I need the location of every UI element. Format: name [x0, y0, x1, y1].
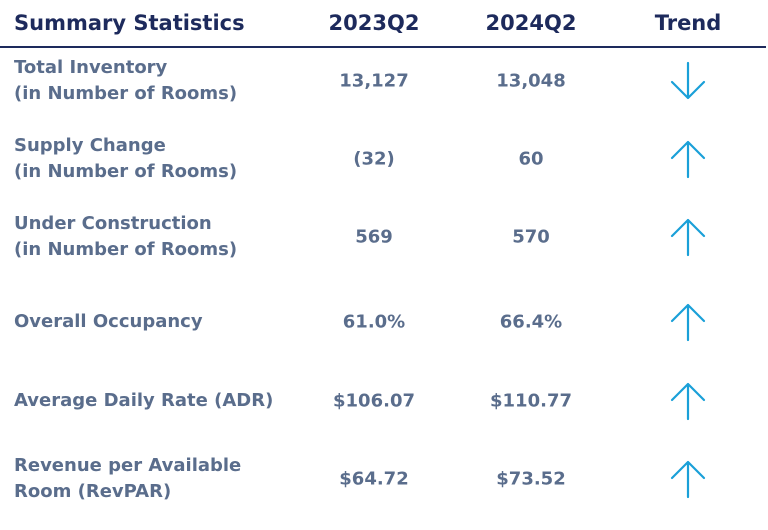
header-summary-statistics: Summary Statistics: [14, 11, 245, 35]
row-label-line2: Room (RevPAR): [14, 481, 172, 502]
value-2024q2: 570: [512, 226, 550, 248]
table-row: Supply Change (in Number of Rooms) (32) 60: [0, 120, 768, 198]
table-row: Under Construction (in Number of Rooms) 56…: [0, 198, 768, 276]
arrow-up-icon: [670, 217, 706, 257]
header-2024q2: 2024Q2: [485, 11, 577, 35]
row-label-line2: (in Number of Rooms): [14, 239, 238, 260]
table-row: Average Daily Rate (ADR) $106.07 $110.77: [0, 362, 768, 440]
row-label: Average Daily Rate (ADR): [14, 388, 314, 414]
table-header: Summary Statistics 2023Q2 2024Q2 Trend: [0, 0, 766, 48]
arrow-up-icon: [670, 459, 706, 499]
value-2023q2: (32): [353, 148, 395, 170]
value-2024q2: 60: [518, 148, 544, 170]
row-label-line1: Revenue per Available: [14, 455, 242, 476]
value-2024q2: 13,048: [496, 70, 566, 92]
table-row: Revenue per Available Room (RevPAR) $64.72…: [0, 440, 768, 518]
row-label-line1: Under Construction: [14, 213, 212, 234]
value-2024q2: $73.52: [496, 468, 566, 490]
arrow-up-icon: [670, 139, 706, 179]
arrow-up-icon: [670, 381, 706, 421]
value-2023q2: 13,127: [339, 70, 409, 92]
row-label: Total Inventory (in Number of Rooms): [14, 55, 314, 107]
arrow-up-icon: [670, 302, 706, 342]
value-2024q2: 66.4%: [499, 311, 563, 333]
table-row: Total Inventory (in Number of Rooms) 13,12…: [0, 42, 768, 120]
value-2023q2: $64.72: [339, 468, 409, 490]
row-label: Revenue per Available Room (RevPAR): [14, 453, 314, 505]
value-2023q2: $106.07: [333, 390, 415, 412]
header-trend: Trend: [654, 11, 722, 35]
header-2023q2: 2023Q2: [328, 11, 420, 35]
row-label-line1: Overall Occupancy: [14, 311, 203, 332]
value-2024q2: $110.77: [490, 390, 572, 412]
value-2023q2: 569: [355, 226, 393, 248]
row-label-line2: (in Number of Rooms): [14, 83, 238, 104]
row-label: Supply Change (in Number of Rooms): [14, 133, 314, 185]
arrow-down-icon: [670, 61, 706, 101]
row-label: Overall Occupancy: [14, 309, 314, 335]
row-label-line1: Supply Change: [14, 135, 166, 156]
value-2023q2: 61.0%: [342, 311, 406, 333]
row-label-line2: (in Number of Rooms): [14, 161, 238, 182]
row-label-line1: Total Inventory: [14, 57, 168, 78]
row-label-line1: Average Daily Rate (ADR): [14, 390, 274, 411]
table-row: Overall Occupancy 61.0% 66.4%: [0, 283, 768, 361]
row-label: Under Construction (in Number of Rooms): [14, 211, 314, 263]
